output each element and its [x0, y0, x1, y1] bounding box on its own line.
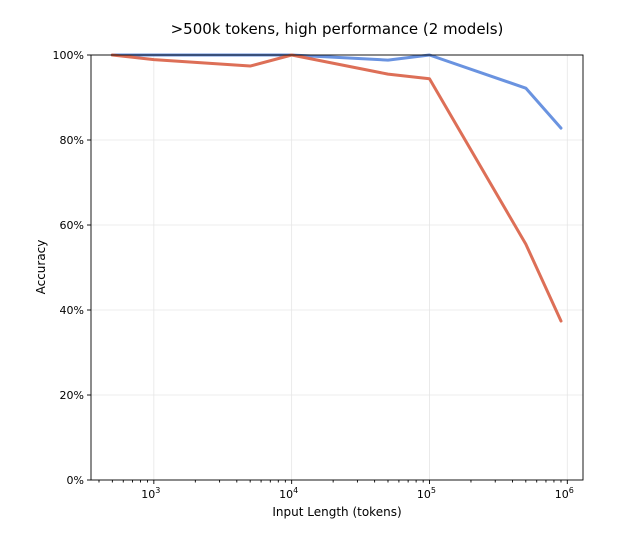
y-tick-label: 0%: [67, 474, 84, 487]
series-layer: [110, 53, 563, 323]
x-tick-label-base: 10: [279, 488, 293, 501]
x-tick-label-base: 10: [555, 488, 569, 501]
x-tick-label: 105: [417, 486, 436, 501]
y-tick-label: 60%: [60, 219, 84, 232]
axis-ticks: 0%20%40%60%80%100%103 104 105 106: [53, 49, 574, 501]
series-line-2: [110, 53, 563, 323]
x-tick-label-base: 10: [141, 488, 155, 501]
x-tick-label-exponent: 6: [569, 486, 574, 495]
grid-lines: [91, 54, 583, 481]
x-tick-label-exponent: 4: [293, 486, 298, 495]
x-tick-label-exponent: 5: [431, 486, 436, 495]
y-axis-label: Accuracy: [34, 240, 48, 295]
x-tick-label-exponent: 3: [155, 486, 160, 495]
x-tick-label-base: 10: [417, 488, 431, 501]
y-tick-label: 100%: [53, 49, 84, 62]
x-tick-label: 104: [279, 486, 298, 501]
y-tick-label: 20%: [60, 389, 84, 402]
series-line-1: [110, 53, 563, 130]
x-axis-label: Input Length (tokens): [272, 505, 401, 519]
y-tick-label: 80%: [60, 134, 84, 147]
x-tick-label: 106: [555, 486, 574, 501]
chart-title: >500k tokens, high performance (2 models…: [171, 20, 504, 38]
plot-frame: [90, 54, 584, 481]
x-tick-label: 103: [141, 486, 160, 501]
y-tick-label: 40%: [60, 304, 84, 317]
